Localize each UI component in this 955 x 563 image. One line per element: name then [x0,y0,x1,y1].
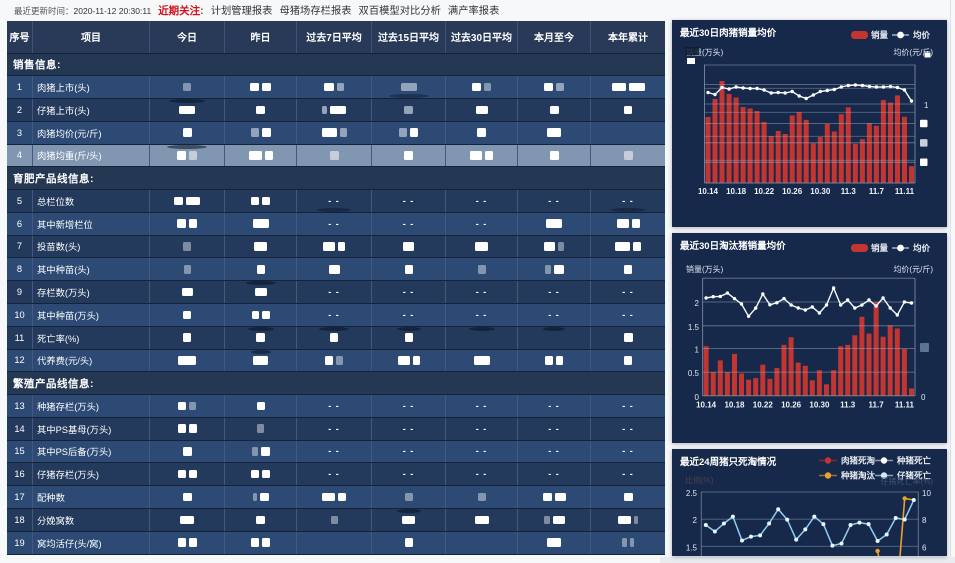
svg-text:0: 0 [921,393,926,402]
svg-text:11.11: 11.11 [895,400,915,409]
svg-text:11.7: 11.7 [869,187,885,196]
svg-text:销量(万头): 销量(万头) [686,47,724,57]
svg-text:10.30: 10.30 [809,400,830,409]
svg-text:种猪死亡: 种猪死亡 [896,456,932,466]
svg-text:比例(%): 比例(%) [685,475,714,485]
svg-text:2: 2 [695,299,700,308]
svg-text:2.5: 2.5 [686,489,698,498]
svg-text:均价(元/斤): 均价(元/斤) [893,47,933,57]
svg-text:10.18: 10.18 [724,400,745,409]
svg-text:11.7: 11.7 [869,400,885,409]
svg-text:10.14: 10.14 [698,187,719,196]
svg-text:仔猪死亡率(%): 仔猪死亡率(%) [881,476,934,486]
svg-text:种猪淘汰: 种猪淘汰 [840,471,876,481]
svg-text:10.22: 10.22 [754,187,775,196]
svg-text:11.11: 11.11 [895,187,915,196]
svg-text:10.18: 10.18 [726,187,747,196]
svg-text:10.26: 10.26 [781,400,802,409]
svg-text:10.30: 10.30 [810,187,831,196]
svg-text:均价: 均价 [913,30,931,40]
svg-text:1.5: 1.5 [686,543,698,552]
svg-text:2: 2 [693,516,698,525]
svg-text:0: 0 [695,393,700,402]
svg-text:10.26: 10.26 [782,187,803,196]
svg-text:1: 1 [695,345,700,354]
svg-text:10.14: 10.14 [696,400,717,409]
svg-text:1.5: 1.5 [688,323,700,332]
svg-text:10: 10 [922,489,931,498]
svg-text:最近30日淘汰猪销量均价: 最近30日淘汰猪销量均价 [680,240,786,252]
svg-text:11.3: 11.3 [840,400,856,409]
svg-text:肉猪死淘: 肉猪死淘 [841,456,876,466]
svg-text:10.22: 10.22 [753,400,774,409]
svg-text:均价(元/斤): 均价(元/斤) [893,264,933,274]
svg-text:销量: 销量 [871,243,889,253]
svg-text:最近30日肉猪销量均价: 最近30日肉猪销量均价 [680,27,777,39]
svg-text:6: 6 [922,543,927,552]
svg-text:仔猪死亡: 仔猪死亡 [897,471,932,481]
svg-text:11.3: 11.3 [841,187,857,196]
svg-text:均价: 均价 [913,243,931,253]
svg-text:1: 1 [924,101,929,110]
svg-text:最近24周猪只死淘情况: 最近24周猪只死淘情况 [680,456,777,468]
svg-text:销量: 销量 [871,30,889,40]
svg-text:0.5: 0.5 [688,369,700,378]
svg-text:销量(万头): 销量(万头) [686,264,724,274]
svg-text:8: 8 [922,516,927,525]
